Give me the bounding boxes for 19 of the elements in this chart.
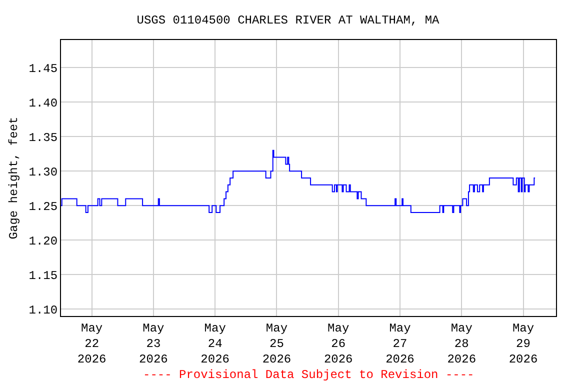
x-tick-label: May 22 2026 (77, 321, 106, 367)
y-axis-title: Gage height, feet (7, 116, 22, 240)
x-tick-label: May 28 2026 (447, 321, 476, 367)
y-tick-label: 1.45 (28, 62, 58, 76)
x-tick-label: May 25 2026 (262, 321, 292, 367)
y-tick-label: 1.15 (28, 268, 58, 283)
x-tick-label: May 27 2026 (386, 321, 414, 367)
y-tick-label: 1.40 (28, 96, 58, 110)
y-tick-label: 1.20 (28, 234, 58, 248)
chart-title: USGS 01104500 CHARLES RIVER AT WALTHAM, MA (136, 13, 440, 28)
x-tick-label: May 26 2026 (324, 321, 353, 367)
text: ---- Provisional Data Subject to Revision ---- (143, 368, 474, 382)
x-tick-label: May 29 2026 (508, 321, 538, 367)
y-tick-label: 1.10 (28, 303, 58, 318)
y-tick-label: 1.30 (28, 165, 58, 180)
y-tick-label: 1.35 (28, 130, 58, 145)
y-tick-label: 1.25 (28, 200, 58, 214)
x-tick-label: May 23 2026 (139, 321, 168, 367)
x-tick-label: May 24 2026 (200, 321, 230, 367)
